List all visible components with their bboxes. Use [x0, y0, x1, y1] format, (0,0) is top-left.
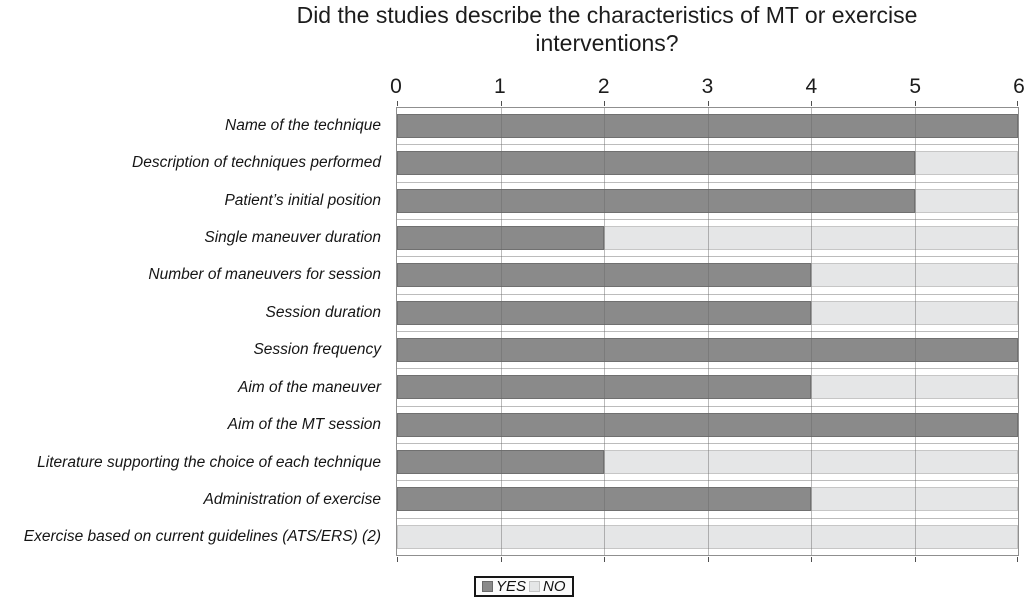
- no-bar-segment: [811, 263, 1018, 288]
- bar-row: [397, 108, 1018, 146]
- axis-tick-mark: [811, 557, 812, 562]
- legend: YES NO: [474, 576, 574, 597]
- yes-bar-segment: [397, 114, 1018, 139]
- x-axis-tick-label: 4: [805, 75, 818, 98]
- axis-tick-mark: [707, 557, 709, 562]
- legend-yes-swatch: [482, 581, 493, 592]
- bar-row: [397, 519, 1018, 555]
- stacked-bar: [397, 338, 1018, 363]
- category-label: Session frequency: [253, 341, 381, 359]
- category-label: Exercise based on current guidelines (AT…: [23, 528, 381, 546]
- category-label: Administration of exercise: [203, 490, 381, 508]
- bar-row: [397, 295, 1018, 332]
- yes-bar-segment: [397, 375, 811, 400]
- no-bar-segment: [811, 300, 1018, 325]
- bar-row: [397, 145, 1018, 183]
- axis-tick-mark: [811, 101, 812, 106]
- axis-tick-mark: [707, 101, 709, 106]
- bar-row: [397, 183, 1018, 220]
- category-label: Number of maneuvers for session: [148, 266, 381, 284]
- axis-tick-mark: [1017, 557, 1018, 562]
- bar-row: [397, 369, 1018, 407]
- axis-tick-mark: [397, 557, 398, 562]
- x-axis-tick-label: 2: [597, 75, 610, 98]
- chart-title: Did the studies describe the characteris…: [296, 2, 918, 56]
- axis-tick-mark: [604, 557, 605, 562]
- yes-bar-segment: [397, 226, 604, 251]
- yes-bar-segment: [397, 188, 915, 213]
- x-axis-tick-label: 3: [701, 75, 714, 98]
- category-label: Aim of the maneuver: [237, 378, 381, 396]
- bar-rows: [397, 108, 1018, 555]
- stacked-bar: [397, 375, 1018, 400]
- legend-no-swatch: [529, 581, 541, 592]
- yes-bar-segment: [397, 412, 1018, 437]
- category-label: Literature supporting the choice of each…: [37, 453, 381, 471]
- axis-tick-mark: [500, 101, 502, 106]
- x-axis-tick-label: 1: [493, 75, 506, 98]
- axis-tick-mark: [604, 101, 605, 106]
- yes-bar-segment: [397, 151, 915, 176]
- stacked-bar: [397, 226, 1018, 251]
- legend-no-label: NO: [543, 578, 566, 595]
- stacked-bar: [397, 450, 1018, 475]
- yes-bar-segment: [397, 300, 811, 325]
- plot-area: [396, 101, 1019, 562]
- no-bar-segment: [397, 524, 1018, 549]
- stacked-bar: [397, 188, 1018, 213]
- category-axis-labels: Name of the technique Description of tech…: [0, 107, 389, 556]
- stacked-bar: [397, 487, 1018, 512]
- category-label: Session duration: [265, 303, 381, 321]
- axis-tick-mark: [1017, 101, 1018, 106]
- stacked-bar: [397, 263, 1018, 288]
- stacked-bar: [397, 300, 1018, 325]
- x-axis-tick-label: 5: [909, 75, 921, 98]
- bar-row: [397, 257, 1018, 295]
- no-bar-segment: [914, 151, 1018, 176]
- stacked-bar: [397, 412, 1018, 437]
- no-bar-segment: [604, 450, 1018, 475]
- yes-bar-segment: [397, 338, 1018, 363]
- yes-bar-segment: [397, 263, 811, 288]
- yes-bar-segment: [397, 450, 604, 475]
- no-bar-segment: [811, 487, 1018, 512]
- axis-tick-mark: [397, 101, 398, 106]
- no-bar-segment: [914, 188, 1018, 213]
- category-label: Patient’s initial position: [224, 191, 381, 209]
- bar-row: [397, 444, 1018, 482]
- axis-tick-mark: [914, 557, 916, 562]
- category-label: Aim of the MT session: [227, 416, 381, 434]
- category-label: Single maneuver duration: [204, 228, 381, 246]
- yes-bar-segment: [397, 487, 811, 512]
- no-bar-segment: [811, 375, 1018, 400]
- axis-tick-mark: [914, 101, 916, 106]
- bar-row: [397, 332, 1018, 370]
- category-label: Name of the technique: [225, 116, 381, 134]
- x-axis-tick-label: 6: [1013, 75, 1024, 98]
- bar-row: [397, 481, 1018, 519]
- axis-tick-mark: [500, 557, 502, 562]
- no-bar-segment: [604, 226, 1018, 251]
- stacked-bar: [397, 524, 1018, 549]
- bar-row: [397, 407, 1018, 444]
- category-label: Description of techniques performed: [132, 154, 381, 172]
- stacked-bar: [397, 114, 1018, 139]
- legend-yes-label: YES: [496, 578, 527, 595]
- stacked-bar: [397, 151, 1018, 176]
- bar-row: [397, 220, 1018, 258]
- x-axis-tick-label: 0: [390, 75, 402, 98]
